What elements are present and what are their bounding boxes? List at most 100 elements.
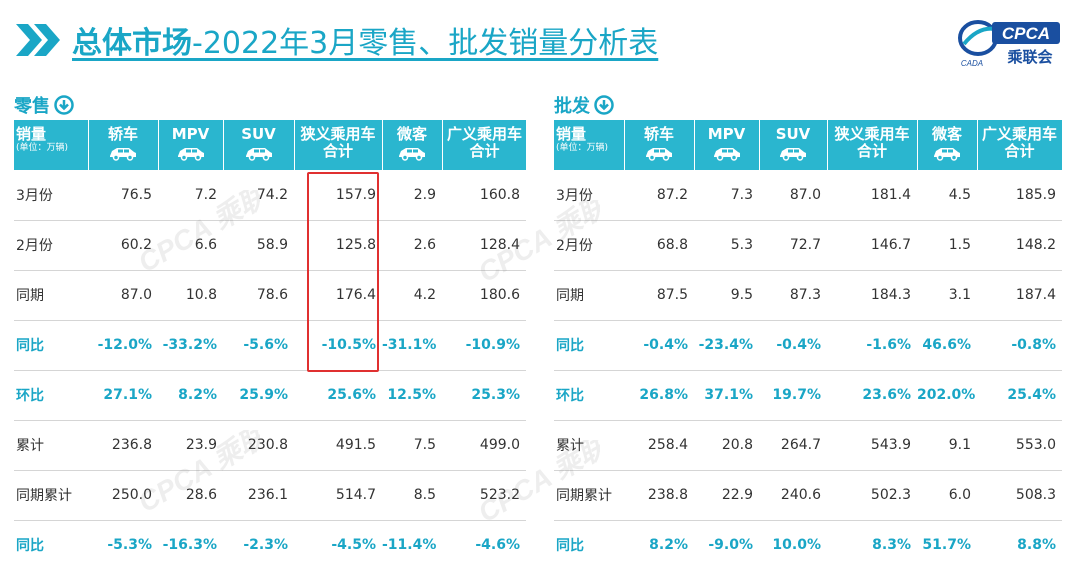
table-cell: -12.0% [88, 320, 158, 371]
table-row: 累计 236.8 23.9 230.8 491.5 7.5 499.0 [14, 420, 526, 471]
download-circle-icon [594, 95, 614, 115]
table-cell: 10.0% [772, 537, 821, 554]
table-cell: 236.8 [88, 420, 158, 471]
table-cell: 87.0 [759, 170, 827, 221]
table-cell: 1.5 [917, 220, 977, 271]
table-cell: 74.2 [223, 170, 294, 221]
table-row: 累计 258.4 20.8 264.7 543.9 9.1 553.0 [554, 420, 1062, 471]
title-rest: -2022年3月零售、批发销量分析表 [192, 26, 659, 61]
svg-text:CADA: CADA [961, 59, 983, 68]
table-cell: -5.6% [223, 320, 294, 371]
table-cell: 160.8 [442, 170, 526, 221]
page-header: 总体市场-2022年3月零售、批发销量分析表 CPCA 乘联会 CADA [0, 0, 1080, 80]
table-cell: 240.6 [759, 470, 827, 521]
row-label: 同比 [14, 320, 88, 371]
car-icon [110, 148, 136, 161]
table-cell: 502.3 [827, 470, 917, 521]
table-row: 同期 87.5 9.5 87.3 184.3 3.1 187.4 [554, 270, 1062, 321]
row-label: 环比 [554, 370, 624, 421]
svg-text:CPCA: CPCA [1002, 24, 1050, 43]
table-header-row: 销量 (单位：万辆) 轿车 MPV SUV 狭义乘用车合计 微客 广义乘用车合计 [554, 120, 1063, 170]
table-cell: -9.0% [708, 537, 753, 554]
column-header-label: 狭义乘用车合计 [834, 125, 910, 160]
table-row: 3月份 76.5 7.2 74.2 157.9 2.9 160.8 [14, 170, 526, 221]
row-label: 3月份 [554, 170, 624, 221]
table-row: 同比 -12.0% -33.2% -5.6% -10.5% -31.1% -10.9% [14, 320, 526, 371]
row-label: 同比 [16, 538, 44, 555]
table-cell: 46.6% [917, 320, 977, 371]
table-cell: 87.0 [88, 270, 158, 321]
table-cell: 2.6 [382, 220, 442, 271]
column-header: 微客 [382, 120, 443, 170]
table-cell: 230.8 [223, 420, 294, 471]
table-cell: 238.8 [624, 470, 694, 521]
car-icon [177, 148, 204, 161]
table-cell: 258.4 [624, 420, 694, 471]
table-row: 环比 27.1% 8.2% 25.9% 25.6% 12.5% 25.3% [14, 370, 526, 421]
table-cell: -11.4% [382, 537, 437, 554]
row-label: 同比 [554, 320, 624, 371]
table-cell: 8.2% [158, 370, 223, 421]
table-cell: 25.6% [294, 370, 382, 421]
row-label: 累计 [554, 420, 624, 471]
column-header: MPV [158, 120, 224, 170]
wholesale-section-label: 批发 [554, 92, 614, 118]
table-cell: 23.6% [827, 370, 917, 421]
car-icon [245, 148, 272, 161]
table-cell: 12.5% [382, 370, 442, 421]
table-cell: -0.8% [977, 320, 1062, 371]
table-cell: 7.3 [694, 170, 759, 221]
column-header: 广义乘用车合计 [977, 120, 1063, 170]
chevron-double-right-icon [16, 24, 60, 56]
row-label: 同期累计 [554, 470, 624, 521]
table-cell: 202.0% [917, 370, 977, 421]
table-cell: -0.4% [759, 320, 827, 371]
column-header: MPV [694, 120, 760, 170]
table-cell: 543.9 [827, 420, 917, 471]
column-header: 狭义乘用车合计 [827, 120, 918, 170]
table-row: 同期累计 250.0 28.6 236.1 514.7 8.5 523.2 [14, 470, 526, 521]
table-cell: 180.6 [442, 270, 526, 321]
table-cell: 25.3% [442, 370, 526, 421]
header-unit: (单位：万辆) [556, 143, 609, 153]
table-cell: 508.3 [977, 470, 1062, 521]
table-cell: -31.1% [382, 320, 442, 371]
column-header-label: 狭义乘用车合计 [300, 125, 376, 160]
table-cell: 2.9 [382, 170, 442, 221]
table-cell: 514.7 [294, 470, 382, 521]
table-cell: 28.6 [158, 470, 223, 521]
row-label: 同期 [554, 270, 624, 321]
header-cell-label: 销量 (单位：万辆) [554, 120, 625, 170]
retail-table: 销量 (单位：万辆) 轿车 MPV SUV 狭义乘用车合计 微客 广义乘用车合计 3月份 76.… [14, 120, 527, 570]
table-cell: 20.8 [694, 420, 759, 471]
column-header: 轿车 [624, 120, 695, 170]
table-cell: 22.9 [694, 470, 759, 521]
column-header-label: 微客 [931, 125, 962, 143]
table-cell: 9.1 [917, 420, 977, 471]
table-cell: 4.5 [917, 170, 977, 221]
table-row: 同比 -0.4% -23.4% -0.4% -1.6% 46.6% -0.8% [554, 320, 1062, 371]
table-row: 环比 26.8% 37.1% 19.7% 23.6% 202.0% 25.4% [554, 370, 1062, 421]
table-cell: 87.2 [624, 170, 694, 221]
table-cell: 4.2 [382, 270, 442, 321]
table-cell: 236.1 [223, 470, 294, 521]
table-cell: 148.2 [977, 220, 1062, 271]
car-icon [780, 148, 806, 161]
column-header-label: 广义乘用车合计 [446, 125, 522, 160]
column-header-label: SUV [241, 125, 276, 143]
table-cell: 250.0 [88, 470, 158, 521]
column-header-label: 广义乘用车合计 [981, 125, 1057, 160]
column-header: 广义乘用车合计 [442, 120, 527, 170]
table-cell: 184.3 [827, 270, 917, 321]
table-cell: -4.6% [475, 537, 520, 554]
car-icon [399, 148, 425, 161]
table-cell: 23.9 [158, 420, 223, 471]
wholesale-table: 销量 (单位：万辆) 轿车 MPV SUV 狭义乘用车合计 微客 广义乘用车合计 3月份 87.… [554, 120, 1063, 570]
table-cell: 8.3% [872, 537, 911, 554]
row-label: 3月份 [14, 170, 88, 221]
table-cell: 87.3 [759, 270, 827, 321]
table-cell: 25.4% [977, 370, 1062, 421]
page-title: 总体市场-2022年3月零售、批发销量分析表 [72, 18, 658, 62]
table-cell: 37.1% [694, 370, 759, 421]
table-cell: 8.5 [382, 470, 442, 521]
